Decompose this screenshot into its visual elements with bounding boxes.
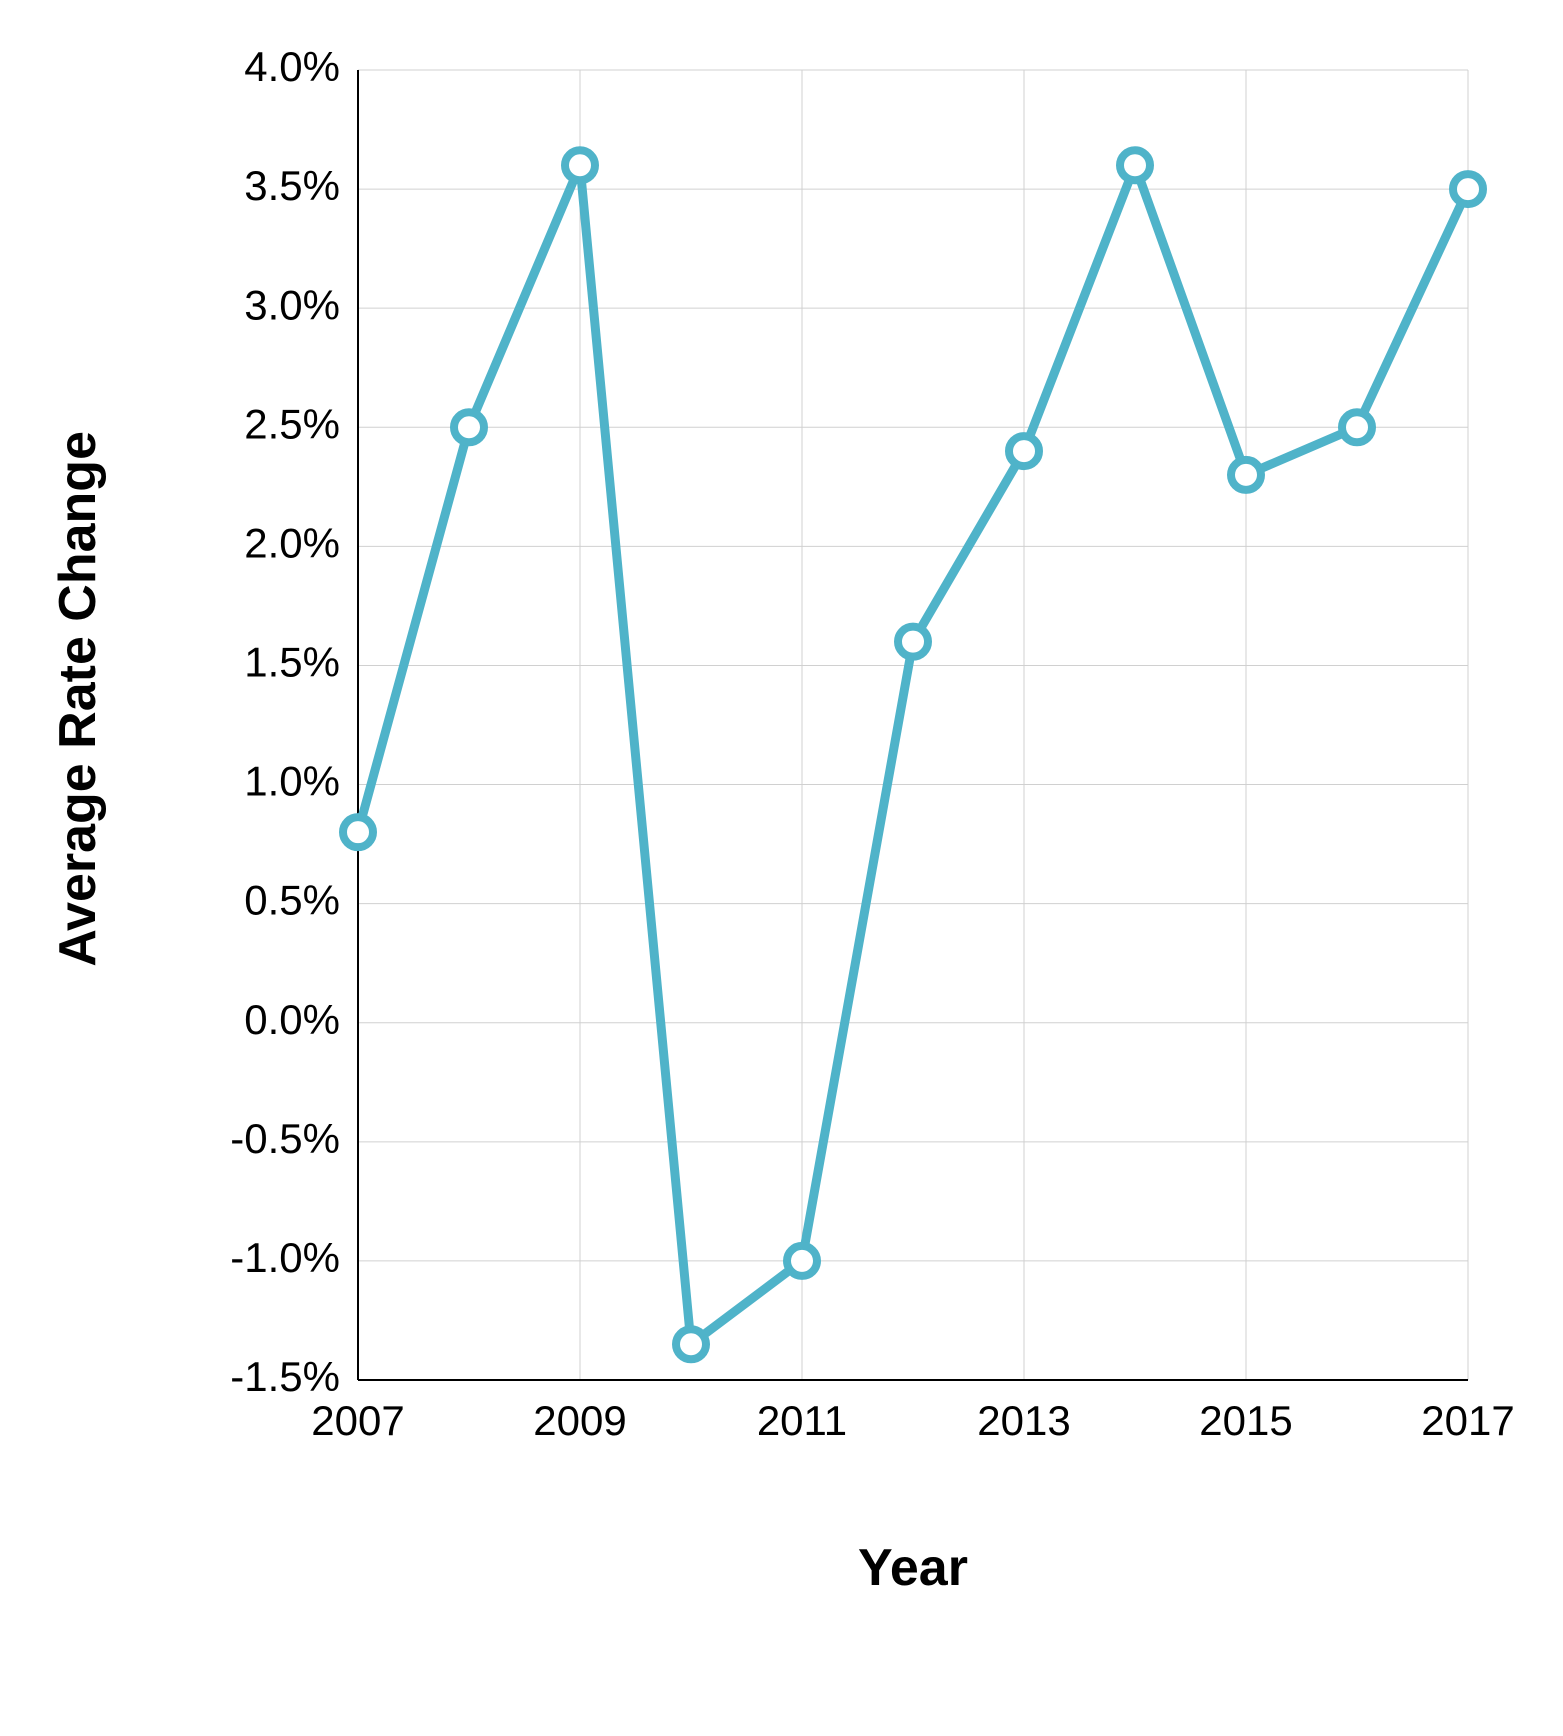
- y-tick-label: -1.0%: [230, 1234, 340, 1281]
- y-tick-label: 1.0%: [244, 758, 340, 805]
- y-tick-label: 3.5%: [244, 162, 340, 209]
- data-marker: [1009, 436, 1039, 466]
- y-tick-label: -0.5%: [230, 1115, 340, 1162]
- data-marker: [1342, 412, 1372, 442]
- x-tick-label: 2007: [311, 1397, 404, 1444]
- data-marker: [454, 412, 484, 442]
- x-tick-label: 2015: [1199, 1397, 1292, 1444]
- y-tick-label: 2.0%: [244, 519, 340, 566]
- y-tick-label: 3.0%: [244, 281, 340, 328]
- data-marker: [898, 627, 928, 657]
- y-tick-label: -1.5%: [230, 1353, 340, 1400]
- x-axis-title: Year: [858, 1539, 968, 1597]
- x-tick-label: 2013: [977, 1397, 1070, 1444]
- line-chart: -1.5% -1.0% -0.5% 0.0% 0.5% 1.0% 1.5% 2.0% 2.5% 3…: [0, 0, 1563, 1736]
- y-tick-label: 0.0%: [244, 996, 340, 1043]
- x-tick-label: 2011: [757, 1397, 847, 1444]
- data-marker: [787, 1246, 817, 1276]
- y-tick-label: 1.5%: [244, 639, 340, 686]
- data-marker: [343, 817, 373, 847]
- data-marker: [1120, 150, 1150, 180]
- chart-container: -1.5% -1.0% -0.5% 0.0% 0.5% 1.0% 1.5% 2.0% 2.5% 3…: [0, 0, 1563, 1736]
- data-marker: [676, 1329, 706, 1359]
- y-tick-label: 2.5%: [244, 400, 340, 447]
- x-tick-label: 2009: [533, 1397, 626, 1444]
- data-marker: [1231, 460, 1261, 490]
- x-tick-label: 2017: [1421, 1397, 1514, 1444]
- y-tick-label: 0.5%: [244, 877, 340, 924]
- data-marker: [1453, 174, 1483, 204]
- y-tick-label: 4.0%: [244, 43, 340, 90]
- y-axis-title: Average Rate Change: [49, 431, 107, 967]
- data-marker: [565, 150, 595, 180]
